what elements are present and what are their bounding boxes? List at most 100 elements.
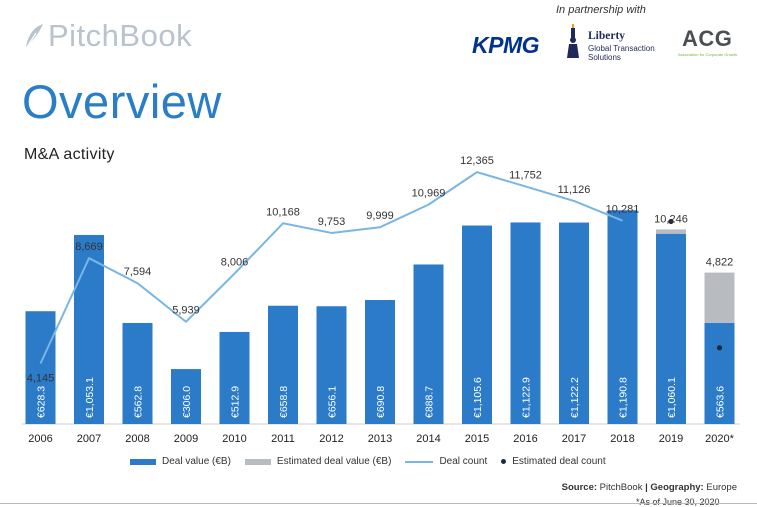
deal-value-label: €888.7 <box>424 386 436 418</box>
deal-value-label: €1,122.9 <box>521 377 533 418</box>
estimated-count-label: 10,246 <box>654 213 688 225</box>
deal-value-label: €1,053.1 <box>84 377 96 418</box>
deal-value-bar <box>413 264 444 424</box>
deal-count-line <box>39 171 623 364</box>
legend-deal-value: Deal value (€B) <box>130 456 231 467</box>
legend-label-estimated-value: Estimated deal value (€B) <box>276 456 392 467</box>
legend-deal-count: Deal count <box>405 456 487 467</box>
deal-value-label: €562.8 <box>133 386 145 418</box>
bottom-divider <box>0 503 757 504</box>
deal-value-bar <box>268 305 298 424</box>
acg-subtitle: Association for Corporate Growth <box>678 52 738 57</box>
deal-value-bar <box>316 306 347 424</box>
x-tick-label: 2013 <box>368 433 392 445</box>
liberty-subtitle: Global Transaction Solutions <box>588 44 655 62</box>
deal-value-label: €1,060.1 <box>666 377 678 418</box>
deal-value-bar <box>510 222 541 424</box>
deal-value-label: €1,105.6 <box>472 377 484 418</box>
deal-value-bar <box>656 233 686 424</box>
estimated-value-bar <box>656 229 686 234</box>
brand-name: PitchBook <box>48 18 193 53</box>
x-tick-label: 2019 <box>659 433 683 445</box>
deal-value-bar <box>25 311 56 424</box>
deal-value-bar <box>559 222 589 424</box>
statue-of-liberty-icon <box>567 24 579 58</box>
chart-legend: Deal value (€B) Estimated deal value (€B… <box>130 456 620 467</box>
deal-count-label: 12,365 <box>460 155 494 167</box>
kpmg-logo: KPMG <box>472 32 540 58</box>
deal-value-bar <box>704 322 735 424</box>
deal-count-label: 9,753 <box>318 216 346 228</box>
legend-swatch-deal-value <box>130 458 156 465</box>
legend-swatch-estimated-count <box>501 459 507 464</box>
geography-value: Europe <box>706 482 737 493</box>
chart-subtitle: M&A activity <box>24 146 115 163</box>
deal-value-bar <box>219 331 250 424</box>
x-tick-label: 2018 <box>610 433 634 445</box>
source-prefix: Source: <box>561 482 598 493</box>
legend-estimated-count: Estimated deal count <box>501 456 606 467</box>
x-tick-label: 2014 <box>416 433 440 445</box>
x-tick-label: 2012 <box>319 433 343 445</box>
deal-value-label: €656.1 <box>327 386 339 418</box>
estimated-count-label: 4,822 <box>706 257 734 269</box>
deal-value-label: €306.0 <box>181 386 193 418</box>
deal-value-label: €628.3 <box>36 386 48 418</box>
x-tick-label: 2010 <box>222 433 246 445</box>
pitchbook-logo: PitchBook <box>24 18 192 54</box>
deal-value-bar <box>462 225 492 424</box>
legend-swatch-deal-count <box>405 460 434 463</box>
deal-value-label: €563.6 <box>715 386 727 418</box>
deal-value-bar <box>122 322 153 424</box>
deal-value-label: €690.8 <box>375 386 387 418</box>
deal-value-label: €658.8 <box>278 386 290 418</box>
x-tick-label: 2008 <box>125 433 149 445</box>
deal-value-bar <box>171 369 201 424</box>
x-tick-label: 2020* <box>705 433 734 445</box>
deal-count-label: 8,006 <box>221 257 249 269</box>
x-tick-label: 2016 <box>513 433 537 445</box>
deal-value-bar <box>365 300 395 424</box>
source-name: PitchBook <box>599 482 643 493</box>
deal-count-label: 11,752 <box>509 169 542 181</box>
deal-value-bar <box>607 210 638 424</box>
deal-count-label: 11,126 <box>558 184 591 196</box>
x-tick-label: 2017 <box>562 433 586 445</box>
estimated-count-dot <box>716 345 723 351</box>
partner-label: In partnership with <box>556 4 646 16</box>
legend-label-deal-value: Deal value (€B) <box>162 456 231 467</box>
legend-label-estimated-count: Estimated deal count <box>512 456 606 467</box>
x-tick-label: 2015 <box>465 433 489 445</box>
deal-value-label: €1,190.8 <box>618 377 630 418</box>
deal-count-label: 10,168 <box>266 206 300 218</box>
deal-count-label: 5,939 <box>172 305 200 317</box>
x-tick-label: 2007 <box>77 433 101 445</box>
x-tick-label: 2009 <box>174 433 198 445</box>
legend-label-deal-count: Deal count <box>439 456 488 467</box>
liberty-logo: Liberty Global Transaction Solutions <box>564 24 659 64</box>
liberty-name: Liberty <box>588 30 626 42</box>
deal-count-label: 7,594 <box>124 266 152 278</box>
deal-value-bar <box>74 234 104 424</box>
x-tick-label: 2011 <box>271 433 295 445</box>
deal-count-label: 10,281 <box>606 204 640 216</box>
source-note: Source: PitchBook | Geography: Europe <box>562 482 737 493</box>
acg-logo: ACG <box>682 26 733 51</box>
deal-value-label: €512.9 <box>230 386 242 418</box>
x-tick-label: 2006 <box>28 433 52 445</box>
source-separator: | <box>645 482 648 493</box>
legend-estimated-value: Estimated deal value (€B) <box>244 456 392 467</box>
geography-prefix: Geography: <box>650 482 704 493</box>
as-of-note: *As of June 30, 2020 <box>636 497 720 507</box>
estimated-count-dot <box>668 218 674 225</box>
page-title: Overview <box>22 75 222 128</box>
estimated-value-bar <box>704 272 735 323</box>
deal-count-label: 9,999 <box>366 210 394 222</box>
deal-value-label: €1,122.2 <box>569 377 581 418</box>
deal-count-label: 4,145 <box>27 373 55 385</box>
pitchbook-leaf-icon <box>26 24 43 48</box>
deal-count-label: 10,969 <box>412 188 446 200</box>
legend-swatch-estimated-value <box>244 458 271 465</box>
deal-count-label: 8,669 <box>75 241 103 253</box>
